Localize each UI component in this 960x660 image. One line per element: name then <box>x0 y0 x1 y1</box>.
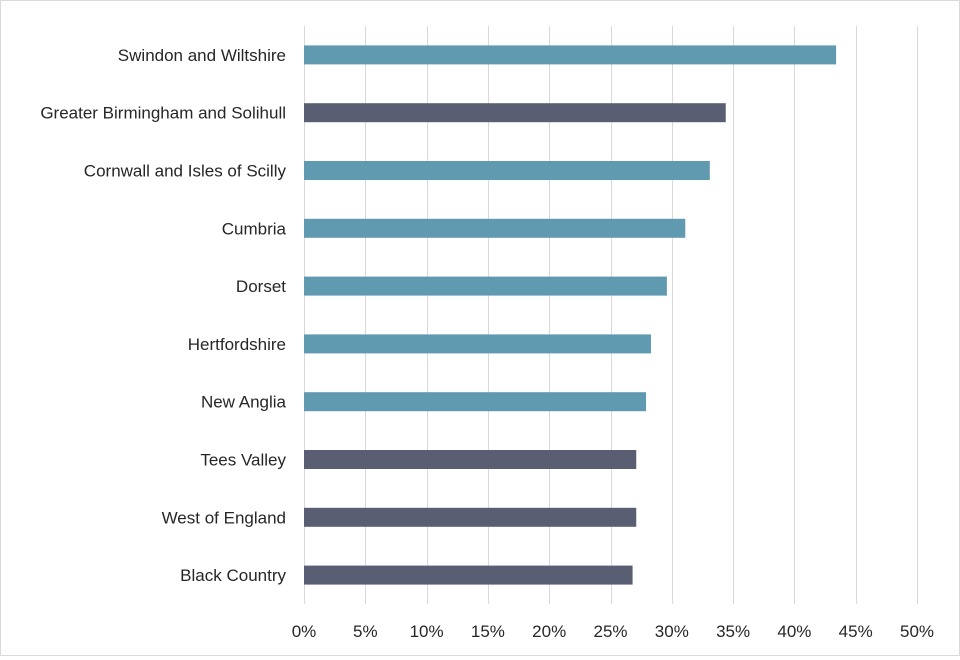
x-tick-label: 40% <box>777 622 811 641</box>
bar <box>304 218 686 238</box>
x-tick-label: 5% <box>353 622 378 641</box>
bar <box>304 392 647 412</box>
category-label: Greater Birmingham and Solihull <box>40 104 286 123</box>
x-tick-label: 35% <box>716 622 750 641</box>
category-label: Swindon and Wiltshire <box>118 46 286 65</box>
x-axis-tick-labels: 0% 5% 10% 15% 20% 25% 30% 35% 40% 45% 50% <box>292 622 934 641</box>
x-tick-label: 0% <box>292 622 317 641</box>
x-tick-label: 10% <box>410 622 444 641</box>
x-tick-label: 25% <box>593 622 627 641</box>
bar <box>304 507 637 527</box>
category-label: Cumbria <box>222 219 287 238</box>
category-label: West of England <box>162 508 286 527</box>
category-label: New Anglia <box>201 393 287 412</box>
bar <box>304 276 667 296</box>
category-label: Tees Valley <box>200 451 286 470</box>
category-label: Hertfordshire <box>188 335 286 354</box>
bars <box>304 45 837 585</box>
x-tick-label: 50% <box>900 622 934 641</box>
x-tick-label: 15% <box>471 622 505 641</box>
category-label: Dorset <box>236 277 286 296</box>
x-tick-label: 20% <box>532 622 566 641</box>
bar <box>304 161 710 180</box>
category-label: Cornwall and Isles of Scilly <box>84 162 287 181</box>
bar <box>304 45 837 65</box>
bar <box>304 103 726 123</box>
x-tick-label: 45% <box>839 622 873 641</box>
bar <box>304 565 633 585</box>
category-labels: Swindon and Wiltshire Greater Birmingham … <box>40 46 286 585</box>
category-label: Black Country <box>180 566 286 585</box>
bar <box>304 334 651 354</box>
bar <box>304 450 637 469</box>
x-tick-label: 30% <box>655 622 689 641</box>
gridlines <box>304 26 918 604</box>
